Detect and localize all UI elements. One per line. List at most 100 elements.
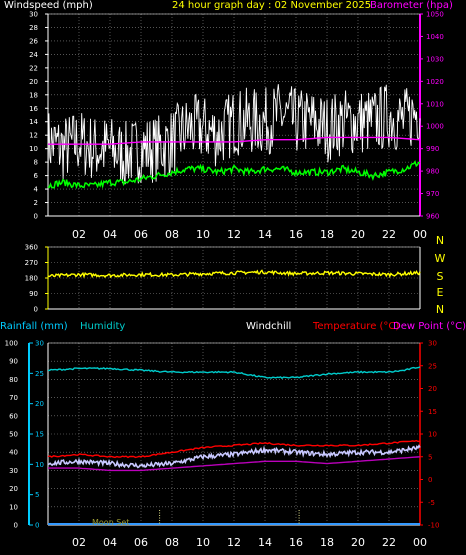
temperature-label: Temperature (°C) [313,321,400,332]
direction-tick-label: 0 [34,306,38,314]
wind-direction-series [47,269,421,279]
x-tick-label: 10 [196,228,210,241]
barometer-series [48,136,421,145]
x-tick-label: 14 [258,228,272,241]
temperature-tick-label: 20 [428,385,437,393]
temperature-humidity-panel: 0102030405060708090100051015202530-10-50… [5,340,440,550]
y-right-tick-label: 990 [426,145,439,153]
humidity-tick-label: 60 [9,412,18,420]
y-right-tick-label: 1020 [426,78,444,86]
temperature-tick-label: 25 [428,362,437,370]
y-right-tick-label: 1040 [426,33,444,41]
average-wind-series [47,160,421,190]
x-tick-label: 16 [289,536,303,549]
humidity-tick-label: 80 [9,376,18,384]
rainfall-label: Rainfall (mm) [0,321,68,332]
y-right-tick-label: 1050 [426,11,444,19]
barometer-label: Barometer (hpa) [370,0,453,11]
humidity-label: Humidity [80,321,126,332]
windchill-series [47,444,421,469]
x-tick-label: 16 [289,228,303,241]
x-tick-label: 20 [351,228,365,241]
windspeed-label: Windspeed (mph) [4,0,93,11]
moon-set-label: Moon Set [92,518,129,527]
humidity-tick-label: 70 [9,394,18,402]
x-tick-label: 08 [165,228,179,241]
humidity-tick-label: 90 [9,358,18,366]
x-tick-label: 22 [382,536,396,549]
y-right-tick-label: 1000 [426,123,444,131]
x-tick-label: 02 [72,536,86,549]
humidity-series [48,366,421,380]
rain-tick-label: 25 [35,370,44,378]
direction-tick-label: 360 [25,244,38,252]
dewpoint-series [48,456,421,472]
y-right-tick-label: 1010 [426,100,444,108]
x-tick-label: 00 [413,228,427,241]
humidity-tick-label: 20 [9,485,18,493]
y-left-tick-label: 24 [29,51,38,59]
x-tick-label: 12 [227,536,241,549]
x-tick-label: 22 [382,228,396,241]
compass-letter: N [436,234,444,247]
y-left-tick-label: 14 [29,118,38,126]
rain-tick-label: 30 [35,340,44,348]
x-tick-label: 00 [413,536,427,549]
humidity-tick-label: 100 [5,340,18,348]
compass-letter: S [437,270,444,283]
y-right-tick-label: 970 [426,190,439,198]
rain-tick-label: 10 [35,461,44,469]
y-left-tick-label: 20 [29,78,38,86]
rain-tick-label: 0 [35,522,39,530]
direction-tick-label: 180 [25,275,38,283]
temperature-tick-label: -5 [428,499,435,507]
rain-tick-label: 5 [35,491,39,499]
humidity-tick-label: 40 [9,449,18,457]
y-left-tick-label: 12 [29,132,38,140]
x-tick-label: 04 [103,228,117,241]
compass-letter: W [435,252,446,265]
x-tick-label: 06 [134,536,148,549]
y-left-tick-label: 26 [29,37,38,45]
y-left-tick-label: 10 [29,145,38,153]
temperature-tick-label: 30 [428,340,437,348]
x-tick-label: 08 [165,536,179,549]
x-tick-label: 18 [320,228,334,241]
humidity-tick-label: 10 [9,503,18,511]
y-left-tick-label: 4 [34,186,39,194]
windspeed-series [47,84,421,185]
compass-letter: N [436,303,444,316]
y-left-tick-label: 30 [29,11,38,19]
temperature-tick-label: 15 [428,408,437,416]
direction-tick-label: 270 [25,259,38,267]
y-right-tick-label: 980 [426,168,439,176]
temperature-tick-label: 0 [428,476,432,484]
x-tick-label: 02 [72,228,86,241]
direction-tick-label: 90 [29,290,38,298]
x-tick-label: 10 [196,536,210,549]
dewpoint-label: Dew Point (°C) [393,321,466,332]
x-tick-label: 18 [320,536,334,549]
y-left-tick-label: 16 [29,105,38,113]
humidity-tick-label: 50 [9,431,18,439]
temperature-tick-label: -10 [428,522,439,530]
y-right-tick-label: 1030 [426,55,444,63]
y-left-tick-label: 0 [34,213,38,221]
temperature-series [47,439,421,459]
x-tick-label: 04 [103,536,117,549]
humidity-tick-label: 0 [14,522,18,530]
rain-tick-label: 20 [35,400,44,408]
x-tick-label: 20 [351,536,365,549]
y-left-tick-label: 8 [34,159,38,167]
windchill-label: Windchill [246,321,292,332]
rain-tick-label: 15 [35,431,44,439]
graph-title: 24 hour graph day : 02 November 2025 [172,0,372,11]
x-tick-label: 06 [134,228,148,241]
y-left-tick-label: 2 [34,199,38,207]
wind-barometer-panel: 0246810121416182022242628309609709809901… [29,11,444,242]
y-right-tick-label: 960 [426,213,439,221]
temperature-tick-label: 10 [428,431,437,439]
y-left-tick-label: 18 [29,91,38,99]
